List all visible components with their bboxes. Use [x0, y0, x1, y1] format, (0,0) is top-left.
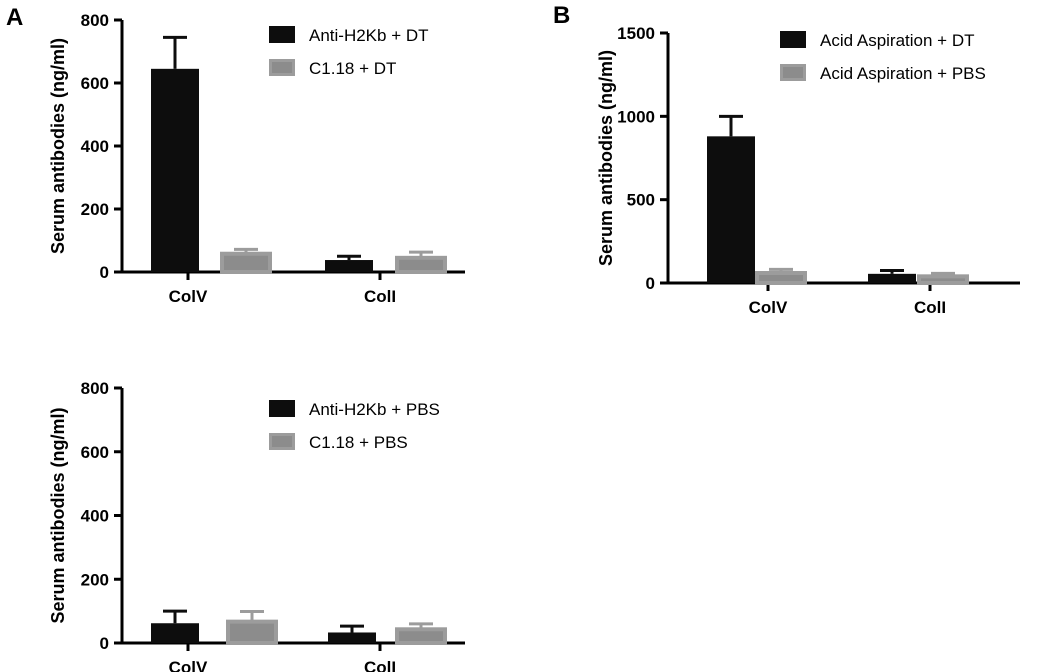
- y-tick-label: 200: [81, 570, 109, 589]
- y-tick-label: 800: [81, 379, 109, 398]
- bar: [395, 255, 447, 275]
- y-tick-label: 0: [646, 274, 655, 293]
- y-tick-label: 200: [81, 200, 109, 219]
- y-axis-title: Serum antibodies (ng/ml): [48, 407, 68, 623]
- legend-label: Anti-H2Kb + PBS: [309, 400, 440, 419]
- y-tick-label: 1500: [617, 24, 655, 43]
- bar: [707, 136, 755, 283]
- legend-label: C1.18 + DT: [309, 59, 396, 78]
- y-tick-label: 0: [100, 263, 109, 282]
- y-tick-label: 500: [627, 191, 655, 210]
- y-tick-label: 600: [81, 74, 109, 93]
- chart-1: 0 200 400 600 800 Serum antibodies (ng/ml) Col…: [48, 11, 465, 306]
- bar: [755, 271, 807, 285]
- bar: [325, 260, 373, 272]
- legend-swatch: [780, 31, 806, 48]
- legend-label: C1.18 + PBS: [309, 433, 408, 452]
- y-axis-title: Serum antibodies (ng/ml): [48, 38, 68, 254]
- legend-label: Acid Aspiration + DT: [820, 31, 975, 50]
- x-tick-label: ColI: [364, 658, 396, 672]
- bar: [220, 251, 272, 274]
- legend-swatch: [780, 64, 806, 81]
- bar: [151, 623, 199, 643]
- x-tick-label: ColV: [169, 658, 208, 672]
- bar: [226, 619, 278, 645]
- bar: [151, 68, 199, 272]
- panel-label-b: B: [553, 2, 571, 29]
- bar: [395, 627, 447, 646]
- x-tick-label: ColV: [749, 298, 788, 317]
- y-tick-label: 600: [81, 443, 109, 462]
- y-axis-title: Serum antibodies (ng/ml): [596, 50, 616, 266]
- legend-swatch: [269, 433, 295, 450]
- chart-3: 0 200 400 600 800 Serum antibodies (ng/ml) Col…: [48, 379, 465, 672]
- bar: [917, 274, 969, 286]
- x-tick-label: ColI: [914, 298, 946, 317]
- legend-label: Acid Aspiration + PBS: [820, 64, 986, 83]
- panel-label-a: A: [6, 4, 24, 31]
- y-tick-label: 400: [81, 507, 109, 526]
- legend-label: Anti-H2Kb + DT: [309, 26, 429, 45]
- y-tick-label: 0: [100, 634, 109, 653]
- bar: [868, 273, 916, 283]
- x-tick-label: ColV: [169, 287, 208, 306]
- x-tick-label: ColI: [364, 287, 396, 306]
- legend-swatch: [269, 26, 295, 43]
- bar: [328, 632, 376, 643]
- y-tick-label: 800: [81, 11, 109, 30]
- y-tick-label: 1000: [617, 107, 655, 126]
- legend-swatch: [269, 59, 295, 76]
- y-tick-label: 400: [81, 137, 109, 156]
- legend-swatch: [269, 400, 295, 417]
